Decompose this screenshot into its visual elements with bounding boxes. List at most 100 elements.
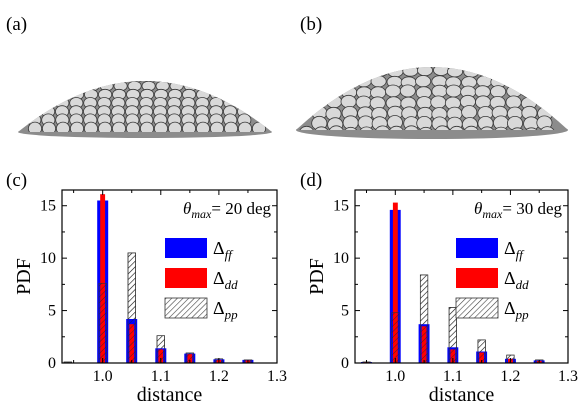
y-tick-label: 0 [341,355,349,372]
legend-swatch-pp [455,297,499,319]
particle-a [84,121,99,132]
particles-b [298,26,556,130]
particle-b [430,95,447,109]
y-axis-label: PDF [13,258,35,295]
particle-a [223,121,238,132]
particle-b [461,35,476,44]
x-tick-label: 1.3 [558,368,578,385]
particle-b [358,67,375,77]
particle-a [191,65,204,73]
particle-a [195,121,210,132]
particle-b [478,67,495,78]
particle-a [42,121,57,132]
particle-a [85,81,100,92]
particle-a [127,57,140,65]
particle-b [490,85,507,98]
x-axis-label: distance [137,384,203,406]
legend-label-dd: Δdd [213,268,238,292]
particle-a [121,65,134,73]
legend-label-pp: Δpp [213,298,238,322]
theta-annotation: θmax= 30 deg [474,199,562,221]
particle-b [324,84,341,98]
particle-a [163,65,176,73]
particle-b [389,56,404,66]
particle-b [399,84,416,98]
particle-a [169,57,182,65]
particle-a [112,121,127,132]
particle-a [181,121,196,132]
particle-b [465,55,480,65]
y-tick-label: 15 [40,198,56,215]
plot-frame [61,189,278,364]
particle-a [113,57,126,65]
legend-swatch-ff [456,238,498,258]
particle-b [420,55,435,65]
particle-b [448,125,465,130]
particle-b [509,127,526,130]
particle-b [387,67,404,78]
legend-base: Δ [213,268,225,288]
y-tick-label: 10 [333,250,349,267]
legend-swatch-dd [165,268,207,288]
particle-b [463,67,480,78]
particle-a [177,65,190,73]
particle-b [506,84,523,98]
x-tick-label: 1.1 [443,368,463,385]
particle-a [153,121,168,132]
particle-a [209,121,224,132]
particle-b [326,94,343,109]
particle-b [523,127,540,130]
particle-b [374,125,391,130]
particle-b [401,36,416,45]
legend-swatch-pp [164,297,208,319]
particle-a [251,121,266,132]
particle-a [70,121,85,132]
panel-label-a: (a) [6,14,27,35]
particle-a [144,81,159,83]
particle-b [384,84,401,98]
particle-b [507,74,524,88]
legend-sub: ff [225,247,235,262]
particle-a [167,121,182,132]
particle-b [445,26,460,34]
particle-b [506,116,523,130]
particle-a [172,81,187,83]
particle-b [417,126,434,130]
particle-b [431,35,446,44]
theta-symbol: θ [183,199,191,218]
particle-a [130,81,145,83]
particle-b [360,56,375,66]
theta-annotation: θmax= 20 deg [183,199,271,221]
particle-a [116,81,131,83]
bar-pp-overlay [98,282,107,364]
panel-label-c: (c) [6,170,27,191]
legend-base: Δ [504,268,516,288]
legend-base: Δ [504,238,516,258]
dome-b [296,26,568,139]
particle-a [99,57,112,65]
particle-b [342,126,359,130]
legend-sub: ff [516,247,526,262]
particle-a [224,88,239,101]
particle-b [410,45,425,54]
particle-b [328,125,345,130]
particle-b [416,67,433,77]
legend-base: Δ [213,238,225,258]
particle-a [197,81,212,92]
particle-b [340,94,357,109]
particle-a [102,81,117,83]
panel-label-b: (b) [300,14,322,35]
particle-b [480,55,495,65]
theta-sub: max [191,207,212,221]
particle-b [358,126,375,130]
theta-symbol: θ [474,199,482,218]
particle-b [313,126,330,130]
particle-b [364,44,379,53]
bar-pp-overlay [419,274,429,364]
particle-a [200,81,215,83]
bar-dd [392,202,398,363]
particle-b [476,75,493,88]
bar-dd [100,194,106,363]
x-tick-label: 1.0 [93,368,113,385]
